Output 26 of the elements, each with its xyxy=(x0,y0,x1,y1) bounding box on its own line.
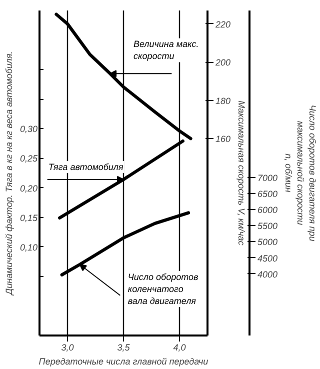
y3-tick-label: 5500 xyxy=(258,221,278,232)
y2-axis-title: Максимальная скорость V, км/час xyxy=(236,100,247,246)
y-tick-label: 0,20 xyxy=(20,183,38,194)
y-tick-label: 0,30 xyxy=(20,124,38,134)
y2-tick-label: 220 xyxy=(214,19,231,30)
y-tick-label: 0,25 xyxy=(20,154,38,164)
text: Число оборотов коленчатого вала двигателя xyxy=(128,272,198,306)
y3-axis-title: Число оборотов двигателя при максимальной скорости n, об/мин xyxy=(284,104,318,242)
y-tick-label: 0,10 xyxy=(20,242,38,252)
y3-tick-label: 6500 xyxy=(258,189,278,200)
y2-tick-label: 200 xyxy=(214,58,231,68)
y3-tick-label: 5000 xyxy=(258,237,278,248)
y-axis-title: Динамический фактор. Тяга в кг на кг веса автомобиля. xyxy=(4,51,14,296)
y3-tick-label: 7000 xyxy=(258,172,278,183)
y-tick-label: 0,15 xyxy=(20,212,38,223)
series-label: Тяга автомобиля xyxy=(48,162,124,172)
x-tick-label: 3,0 xyxy=(61,342,74,352)
y3-tick-label: 4000 xyxy=(258,269,278,280)
y2-tick-label: 160 xyxy=(216,134,231,144)
y3-tick-label: 4500 xyxy=(258,253,278,264)
x-axis-title: Передаточные числа главной передачи xyxy=(38,356,208,366)
x-tick-label: 4,0 xyxy=(173,342,186,352)
y3-tick-label: 6000 xyxy=(258,205,278,216)
text: Величина макс. скорости xyxy=(133,39,199,62)
y2-tick-label: 180 xyxy=(216,96,231,106)
x-tick-label: 3,5 xyxy=(117,342,131,352)
